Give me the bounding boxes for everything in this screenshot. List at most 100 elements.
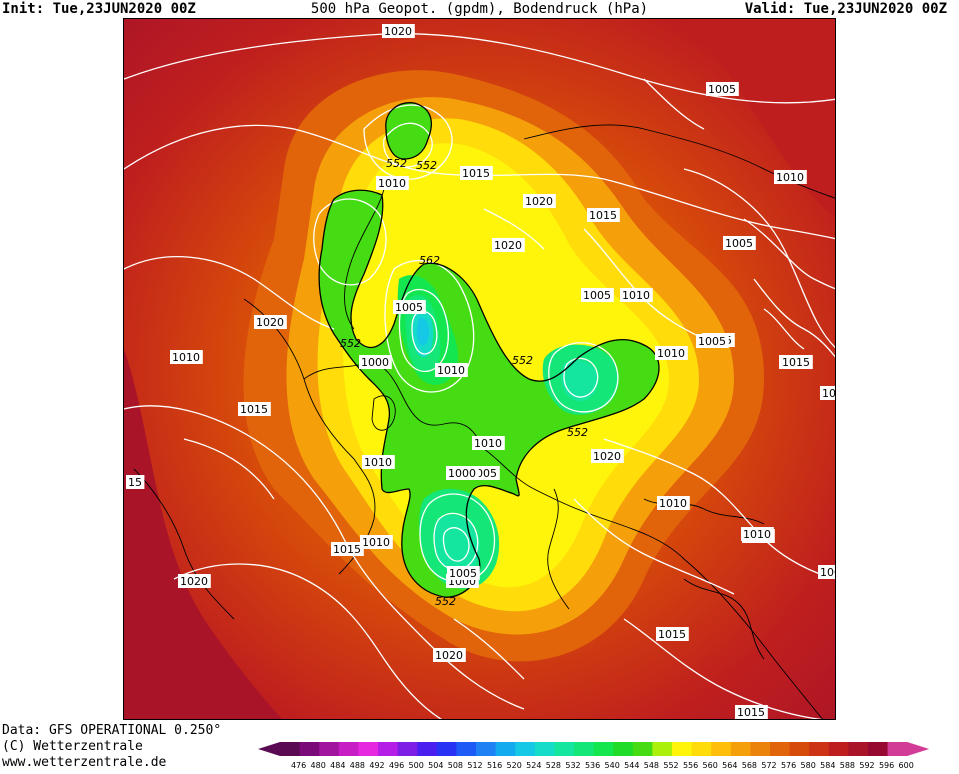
isobar-label: 1010 (472, 436, 505, 450)
colorbar-swatch (750, 742, 771, 756)
colorbar-tick-label: 532 (565, 761, 580, 770)
colorbar-tick-label: 540 (605, 761, 620, 770)
isobar-label: 1005 (706, 82, 739, 96)
colorbar-swatch (632, 742, 653, 756)
svg-text:1005: 1005 (708, 83, 736, 96)
colorbar-tick-label: 544 (624, 761, 639, 770)
svg-text:1005: 1005 (395, 301, 423, 314)
colorbar-tick-label: 528 (546, 761, 561, 770)
geopotential-label: 552 (416, 159, 437, 172)
isobar-label: 1015 (735, 705, 768, 719)
colorbar-tick-label: 512 (467, 761, 482, 770)
height-field-544 (319, 190, 659, 598)
svg-text:552: 552 (567, 426, 588, 439)
website-link[interactable]: www.wetterzentrale.de (2, 755, 167, 770)
svg-text:1015: 1015 (737, 706, 765, 719)
colorbar-tick-label: 568 (742, 761, 757, 770)
svg-text:552: 552 (416, 159, 437, 172)
data-source: Data: GFS OPERATIONAL 0.250° (2, 723, 222, 738)
colorbar-swatch (828, 742, 849, 756)
colorbar-tick-label: 488 (350, 761, 365, 770)
colorbar-tick-label: 484 (330, 761, 345, 770)
height-field-588-ne (684, 19, 835, 218)
svg-text:1010: 1010 (657, 347, 685, 360)
colorbar-tick-label: 516 (487, 761, 502, 770)
svg-text:552: 552 (512, 354, 533, 367)
isobar-label: 1010 (620, 288, 653, 302)
colorbar-swatch (280, 742, 301, 756)
colorbar-tick-label: 520 (507, 761, 522, 770)
svg-text:552: 552 (435, 595, 456, 608)
svg-text:1020: 1020 (593, 450, 621, 463)
svg-text:1010: 1010 (437, 364, 465, 377)
isobar-label: 1015 (238, 402, 271, 416)
isobar-label: 1020 (433, 648, 466, 662)
colorbar-swatch (691, 742, 712, 756)
svg-text:1010: 1010 (378, 177, 406, 190)
colorbar-swatch (887, 742, 908, 756)
height-field-536-east (561, 359, 599, 402)
svg-text:1010: 1010 (622, 289, 650, 302)
colorbar-tick-label: 592 (859, 761, 874, 770)
isobar-label: 1010 (360, 535, 393, 549)
isobar-label: 1015 (460, 166, 493, 180)
colorbar-swatch (534, 742, 555, 756)
colorbar-swatch (809, 742, 830, 756)
isobar-label: 1010 (655, 346, 688, 360)
isobar-label: 1010 (774, 170, 807, 184)
weather-map[interactable]: 1020 1005 1015 1010 1020 1015 1020 1010 1005 1010… (123, 18, 836, 720)
colorbar-swatch (299, 742, 320, 756)
geopotential-label: 552 (340, 337, 361, 350)
colorbar-tick-label: 560 (703, 761, 718, 770)
svg-text:1015: 1015 (462, 167, 490, 180)
isobar-label: 1020 (591, 449, 624, 463)
colorbar-arrow-right (907, 742, 930, 756)
colorbar-swatch (378, 742, 399, 756)
isobar-label: 1020 (492, 238, 525, 252)
colorbar-tick-label: 588 (840, 761, 855, 770)
svg-text:1015: 1015 (658, 628, 686, 641)
colorbar-swatch (574, 742, 595, 756)
geopotential-label: 552 (567, 426, 588, 439)
colorbar-tick-label: 548 (644, 761, 659, 770)
svg-text:1020: 1020 (256, 316, 284, 329)
svg-text:1020: 1020 (384, 25, 412, 38)
isobars (124, 33, 835, 719)
colorbar-swatch (770, 742, 791, 756)
height-field-588 (124, 349, 283, 719)
isobar-label: 1005 (447, 566, 480, 580)
isobar-label: 1010 (657, 496, 690, 510)
geopotential-label: 552 (512, 354, 533, 367)
height-field-524 (416, 317, 429, 346)
geopotential-label: 552 (435, 595, 456, 608)
svg-text:552: 552 (340, 337, 361, 350)
colorbar-tick-label: 524 (526, 761, 541, 770)
isobar-label: 1015 (656, 627, 689, 641)
init-time: Init: Tue,23JUN2020 00Z (2, 1, 196, 17)
svg-text:1005: 1005 (449, 567, 477, 580)
colorbar-tick-label: 576 (781, 761, 796, 770)
colorbar-tick-label: 480 (311, 761, 326, 770)
svg-text:100: 100 (820, 566, 836, 579)
isobar-label: 1020 (523, 194, 556, 208)
isobar-label: 1005 (723, 236, 756, 250)
svg-text:1000: 1000 (448, 467, 476, 480)
svg-text:1005: 1005 (583, 289, 611, 302)
svg-text:1010: 1010 (743, 528, 771, 541)
isobar-label: 1020 (254, 315, 287, 329)
colorbar-swatch (789, 742, 810, 756)
isobar-label: 1010 (362, 455, 395, 469)
svg-text:1010: 1010 (172, 351, 200, 364)
svg-text:1015: 1015 (333, 543, 361, 556)
colorbar-tick-label: 572 (761, 761, 776, 770)
svg-text:1010: 1010 (776, 171, 804, 184)
isobar-label: 1015 (331, 542, 364, 556)
colorbar-swatch (711, 742, 732, 756)
colorbar-swatch (868, 742, 889, 756)
svg-text:15: 15 (128, 476, 142, 489)
colorbar-swatch (476, 742, 497, 756)
colorbar-swatch (319, 742, 340, 756)
svg-text:1010: 1010 (362, 536, 390, 549)
svg-text:1010: 1010 (474, 437, 502, 450)
colorbar-tick-label: 556 (683, 761, 698, 770)
